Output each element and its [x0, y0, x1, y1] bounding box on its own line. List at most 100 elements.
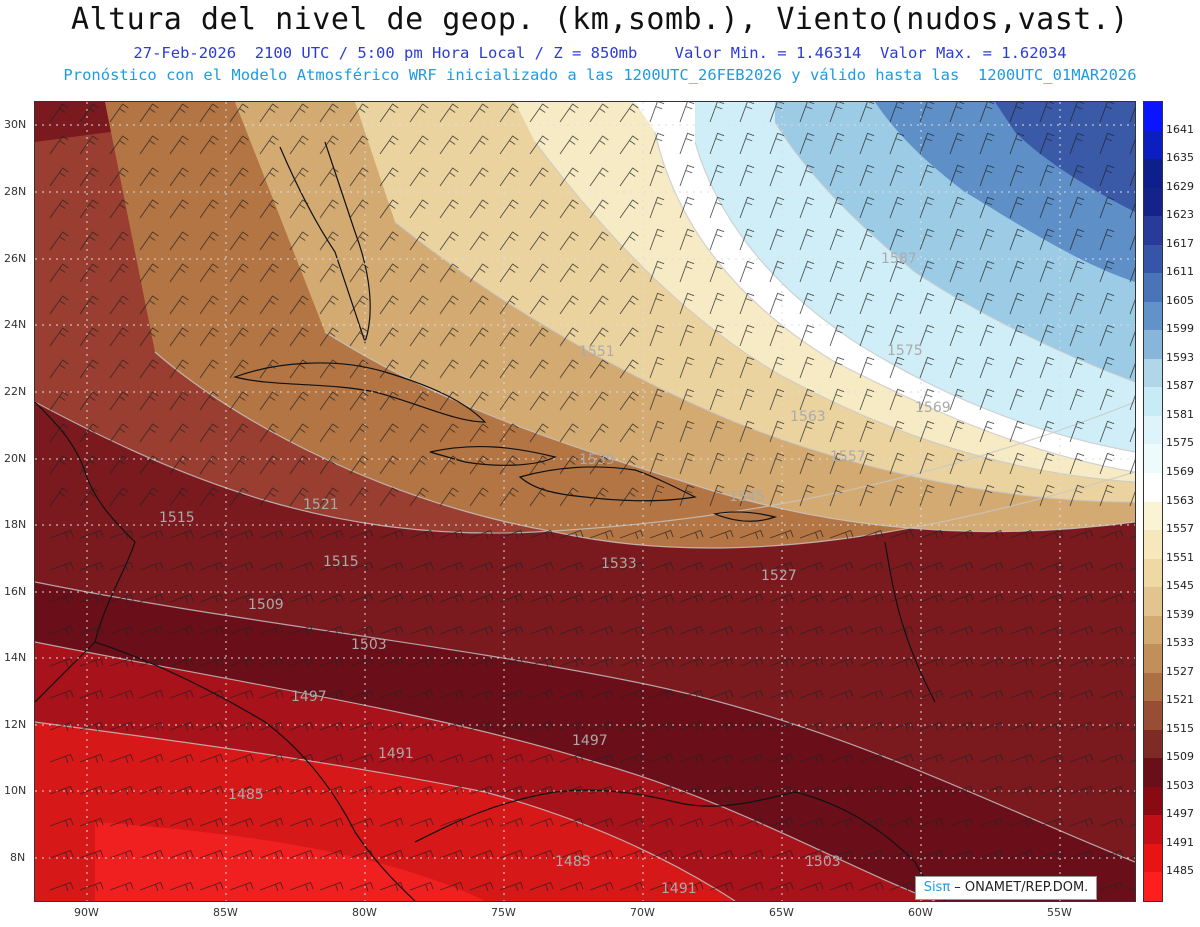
wind-barb	[49, 487, 69, 507]
wind-barb	[649, 817, 674, 828]
wind-barb	[559, 529, 584, 540]
wind-barb	[829, 452, 845, 475]
wind-barb	[949, 753, 974, 764]
wind-barb	[409, 689, 434, 700]
wind-barb	[919, 102, 935, 123]
wind-barb	[49, 167, 69, 187]
wind-barb	[199, 881, 224, 892]
wind-barb	[1039, 721, 1064, 732]
wind-barb	[1039, 657, 1064, 668]
lat-label: 12N	[4, 718, 27, 731]
wind-barb	[109, 657, 134, 668]
wind-barb	[619, 263, 639, 283]
wind-barb	[619, 327, 639, 347]
wind-barb	[619, 455, 639, 475]
contour-label: 1509	[248, 597, 284, 613]
wind-barb	[319, 135, 339, 155]
wind-barb	[949, 593, 974, 604]
wind-barb	[979, 817, 1004, 828]
wind-barb	[1099, 529, 1124, 540]
wind-barb	[919, 657, 944, 668]
wind-barb	[199, 487, 219, 507]
wind-barb	[919, 849, 944, 860]
wind-barb	[199, 455, 219, 475]
wind-barb	[229, 487, 249, 507]
wind-barb	[919, 260, 935, 283]
wind-barb	[499, 657, 524, 668]
wind-barb	[409, 529, 434, 540]
wind-barb	[589, 487, 609, 507]
wind-barb	[109, 881, 134, 892]
wind-barb	[889, 817, 914, 828]
wind-barb	[169, 817, 194, 828]
wind-barb	[169, 199, 189, 219]
wind-barb	[1009, 721, 1034, 732]
wind-barb	[1009, 657, 1034, 668]
wind-barb	[889, 484, 905, 507]
wind-barb	[289, 561, 314, 572]
wind-barb	[799, 452, 815, 475]
wind-barb	[439, 817, 464, 828]
wind-barb	[1009, 356, 1025, 379]
wind-barb	[319, 103, 339, 123]
wind-barb	[769, 753, 794, 764]
wind-barb	[1129, 234, 1135, 251]
wind-barb	[1039, 388, 1055, 411]
wind-barb	[769, 260, 785, 283]
wind-barb	[679, 260, 695, 283]
wind-barb	[949, 102, 965, 123]
wind-barb	[559, 327, 579, 347]
wind-barb	[919, 132, 935, 155]
wind-barb	[109, 391, 129, 411]
wind-barb	[1009, 452, 1025, 475]
colorbar-tick-label: 1635	[1166, 151, 1194, 165]
wind-barb	[229, 593, 254, 604]
wind-barb	[619, 817, 644, 828]
wind-barb	[919, 196, 935, 219]
wind-barb	[919, 228, 935, 251]
wind-barb	[529, 881, 554, 892]
wind-barb	[439, 561, 464, 572]
wind-barb	[739, 689, 764, 700]
wind-barb	[469, 103, 489, 123]
wind-barb	[529, 135, 549, 155]
wind-barb	[649, 593, 674, 604]
wind-barb	[379, 593, 404, 604]
wind-barb	[169, 561, 194, 572]
wind-barb	[829, 721, 854, 732]
colorbar-swatch	[1144, 644, 1162, 674]
wind-barb	[1099, 324, 1115, 347]
wind-barb	[529, 753, 554, 764]
wind-barb	[709, 356, 725, 379]
lat-label: 22N	[4, 385, 27, 398]
wind-barb	[949, 164, 965, 187]
wind-barb	[1009, 753, 1034, 764]
wind-barb	[529, 199, 549, 219]
wind-barb	[949, 484, 965, 507]
wind-barb	[829, 196, 845, 219]
wind-barb	[259, 849, 284, 860]
wind-barb	[919, 388, 935, 411]
lat-label: 16N	[4, 585, 27, 598]
wind-barb	[619, 625, 644, 636]
wind-barb	[799, 420, 815, 443]
wind-barb	[289, 295, 309, 315]
map-panel: 1587 1575 1569 1563 1557 1551 1545 1539 …	[34, 101, 1136, 902]
wind-barb	[769, 785, 794, 796]
wind-barb	[559, 423, 579, 443]
wind-barb	[49, 391, 69, 411]
wind-barb	[349, 423, 369, 443]
wind-barb	[259, 785, 284, 796]
wind-barb	[1099, 102, 1115, 123]
wind-barb	[979, 721, 1004, 732]
wind-barb	[859, 817, 884, 828]
wind-barb	[979, 102, 995, 123]
wind-barb	[469, 721, 494, 732]
wind-barb	[799, 228, 815, 251]
wind-barb	[859, 529, 884, 540]
wind-barb	[859, 102, 875, 123]
wind-barb	[259, 103, 279, 123]
lat-label: 14N	[4, 651, 27, 664]
wind-barb	[169, 231, 189, 251]
wind-barb	[229, 103, 249, 123]
